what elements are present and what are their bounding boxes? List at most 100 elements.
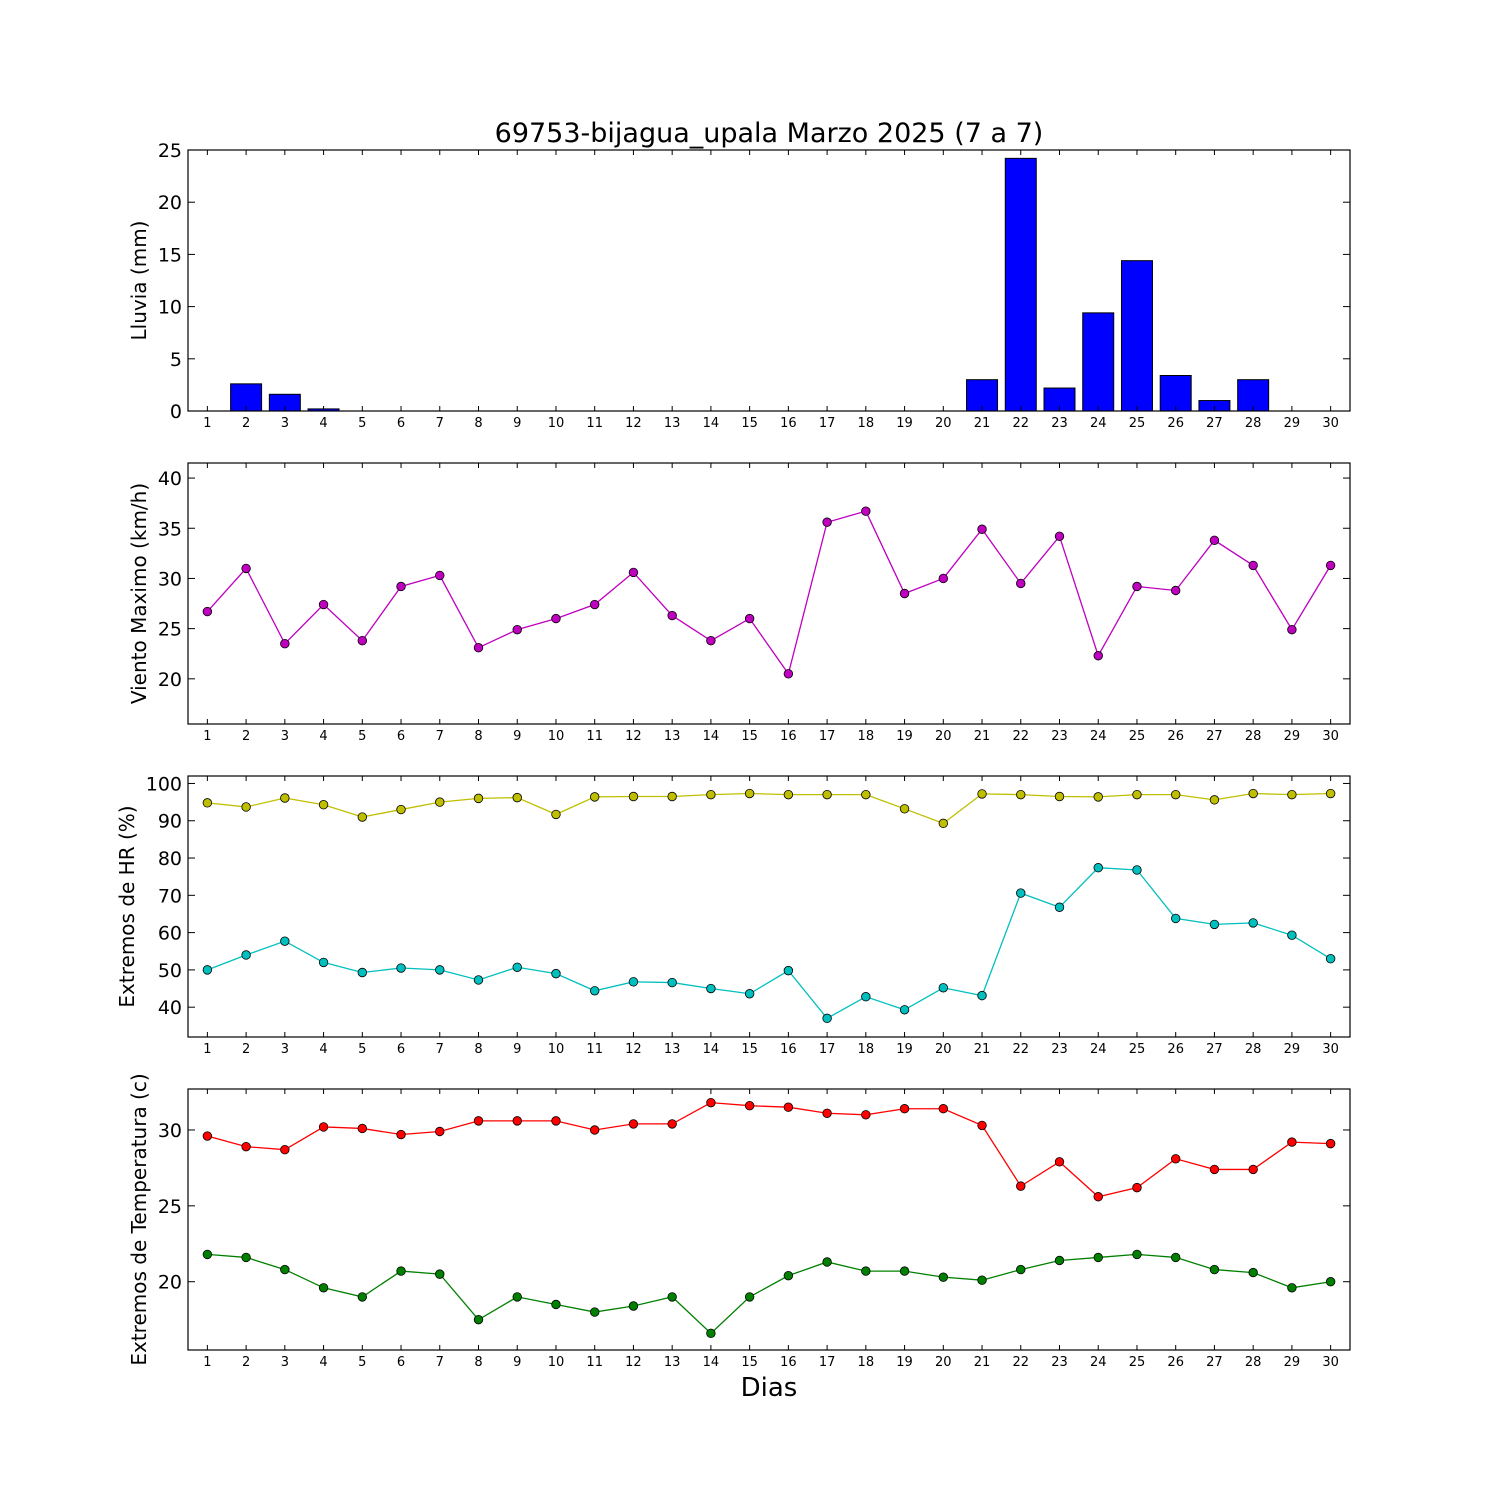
x-tick-label: 29 — [1284, 1042, 1301, 1057]
chart-panel-3: 1 2 3 4 5 6 7 8 9 10 11 12 13 14 15 16 17 18 19 20 21 22 23 24 2… — [115, 773, 1351, 1057]
series-line-1 — [207, 792, 1331, 825]
x-tick-label: 21 — [974, 416, 991, 431]
series-1-point-3 — [280, 1144, 290, 1155]
x-tick-label: 27 — [1206, 1042, 1223, 1057]
series-2-point-8 — [473, 975, 484, 985]
x-tick-label: 14 — [703, 416, 720, 431]
series-1-point-8 — [473, 793, 484, 804]
series-2-point-14 — [706, 1328, 716, 1339]
y-tick-label: 90 — [158, 811, 182, 833]
x-tick-label: 17 — [819, 1355, 836, 1370]
series-1-point-20 — [938, 573, 949, 584]
series-1-point-26 — [1170, 585, 1181, 596]
series-1-point-29 — [1287, 1137, 1297, 1147]
series-2-point-22 — [1016, 1264, 1026, 1275]
series-1-point-7 — [435, 570, 445, 581]
series-1-point-13 — [667, 791, 677, 802]
series-1-point-27 — [1209, 795, 1220, 805]
series-1-point-27 — [1209, 535, 1220, 545]
x-tick-label: 17 — [819, 729, 836, 744]
bar-28 — [1237, 379, 1270, 411]
series-1-point-12 — [628, 1119, 639, 1129]
x-tick-label: 21 — [974, 1355, 991, 1370]
x-tick-label: 9 — [513, 416, 521, 431]
x-tick-label: 5 — [358, 1355, 366, 1370]
x-tick-label: 5 — [358, 416, 366, 431]
series-2-point-13 — [667, 1292, 677, 1302]
x-tick-label: 23 — [1051, 1042, 1068, 1057]
x-tick-label: 25 — [1129, 1042, 1146, 1057]
y-tick-label: 10 — [158, 297, 182, 319]
x-tick-label: 22 — [1012, 729, 1029, 744]
y-tick-label: 70 — [158, 885, 182, 907]
x-tick-label: 12 — [625, 416, 642, 431]
series-1-point-19 — [899, 1104, 910, 1114]
series-1-point-5 — [357, 635, 368, 646]
x-tick-label: 29 — [1284, 729, 1301, 744]
series-2-point-8 — [473, 1314, 484, 1325]
series-1-point-29 — [1287, 789, 1297, 800]
series-line-2 — [207, 867, 1331, 1020]
y-tick-label: 20 — [158, 669, 182, 691]
x-tick-label: 19 — [896, 729, 913, 744]
x-tick-label: 3 — [281, 416, 289, 431]
series-2-point-10 — [551, 968, 561, 979]
series-1-point-23 — [1054, 531, 1065, 541]
series-2-point-22 — [1016, 888, 1026, 898]
series-2-point-9 — [512, 1292, 522, 1302]
series-2-point-3 — [280, 1264, 290, 1275]
x-tick-label: 9 — [513, 729, 521, 744]
series-1-point-30 — [1325, 560, 1336, 571]
series-2-point-29 — [1287, 930, 1297, 940]
x-tick-label: 15 — [741, 729, 758, 744]
series-1-point-19 — [899, 804, 910, 814]
y-tick-label: 40 — [158, 997, 182, 1019]
series-2-point-7 — [435, 1269, 445, 1279]
x-tick-label: 13 — [664, 729, 681, 744]
series-2-point-27 — [1209, 919, 1220, 930]
series-1-point-4 — [318, 599, 329, 610]
series-1-point-13 — [667, 610, 677, 621]
y-axis-label: Lluvia (mm) — [127, 221, 151, 341]
x-tick-label: 26 — [1167, 1355, 1184, 1370]
x-tick-label: 18 — [858, 1042, 875, 1057]
x-tick-label: 3 — [281, 1042, 289, 1057]
x-tick-label: 13 — [664, 416, 681, 431]
series-1-point-16 — [783, 789, 794, 800]
x-tick-label: 14 — [703, 1355, 720, 1370]
y-tick-label: 20 — [158, 1272, 182, 1294]
series-2-point-2 — [241, 950, 251, 960]
y-tick-label: 20 — [158, 192, 182, 214]
x-tick-label: 5 — [358, 729, 366, 744]
series-2-point-26 — [1170, 913, 1181, 924]
chart-panel-4: 1 2 3 4 5 6 7 8 9 10 11 12 13 14 15 16 17 18 19 20 21 22 23 24 2… — [127, 1073, 1351, 1370]
x-tick-label: 29 — [1284, 1355, 1301, 1370]
x-tick-label: 13 — [664, 1355, 681, 1370]
series-1-point-24 — [1093, 792, 1103, 802]
x-tick-label: 27 — [1206, 416, 1223, 431]
x-tick-label: 2 — [242, 1042, 250, 1057]
series-2-point-1 — [202, 1249, 213, 1260]
series-2-point-4 — [318, 1283, 329, 1293]
x-tick-label: 9 — [513, 1042, 521, 1057]
x-tick-label: 7 — [436, 1355, 444, 1370]
series-1-point-26 — [1170, 789, 1181, 800]
chart-title: 69753-bijagua_upala Marzo 2025 (7 a 7) — [495, 118, 1044, 149]
series-2-point-30 — [1325, 1277, 1336, 1287]
series-2-point-7 — [435, 965, 445, 975]
series-2-point-15 — [744, 1292, 755, 1302]
series-1-point-9 — [512, 1116, 522, 1126]
x-tick-label: 8 — [474, 1042, 482, 1057]
series-1-point-25 — [1132, 1182, 1142, 1193]
series-2-point-24 — [1093, 1252, 1103, 1263]
x-tick-label: 24 — [1090, 416, 1107, 431]
x-tick-label: 8 — [474, 1355, 482, 1370]
series-2-point-20 — [938, 1272, 949, 1282]
x-tick-label: 13 — [664, 1042, 681, 1057]
series-line-1 — [206, 510, 1332, 676]
plot-area — [202, 788, 1336, 1024]
series-1-point-8 — [473, 1116, 484, 1126]
x-tick-label: 20 — [935, 416, 952, 431]
series-1-point-6 — [396, 581, 406, 592]
